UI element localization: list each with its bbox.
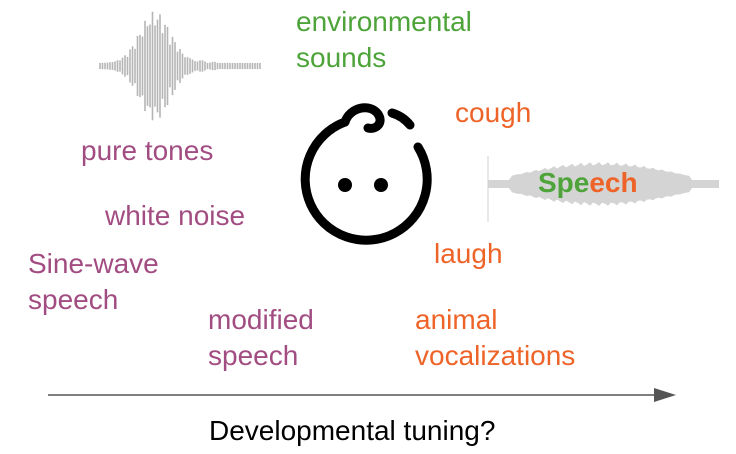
label-speech: Speech bbox=[538, 165, 638, 201]
waveform-speech-icon bbox=[487, 156, 719, 222]
label-sine-wave-line2: speech bbox=[28, 284, 119, 315]
label-speech-green-part: Spe bbox=[538, 167, 590, 198]
label-pure-tones: pure tones bbox=[81, 135, 214, 166]
baby-face-icon bbox=[300, 103, 432, 245]
label-animal-vocalizations: animal vocalizations bbox=[415, 302, 575, 374]
label-modified-line1: modified bbox=[208, 304, 314, 335]
label-animal-line1: animal bbox=[415, 304, 498, 335]
label-environmental-line1: environmental bbox=[296, 6, 472, 37]
label-speech-orange-part: ech bbox=[589, 167, 638, 198]
label-animal-line2: vocalizations bbox=[415, 340, 576, 371]
developmental-axis-arrow bbox=[48, 388, 676, 402]
label-cough: cough bbox=[455, 97, 532, 128]
waveform-left-icon bbox=[99, 11, 261, 121]
label-sine-wave-speech: Sine-wave speech bbox=[28, 246, 159, 318]
axis-label: Developmental tuning? bbox=[209, 415, 496, 446]
label-environmental-line2: sounds bbox=[296, 42, 387, 73]
label-laugh: laugh bbox=[434, 238, 503, 269]
label-white-noise: white noise bbox=[105, 200, 246, 231]
label-sine-wave-line1: Sine-wave bbox=[28, 248, 159, 279]
label-modified-line2: speech bbox=[208, 340, 299, 371]
label-modified-speech: modified speech bbox=[208, 302, 314, 374]
label-environmental-sounds: environmental sounds bbox=[296, 4, 472, 76]
